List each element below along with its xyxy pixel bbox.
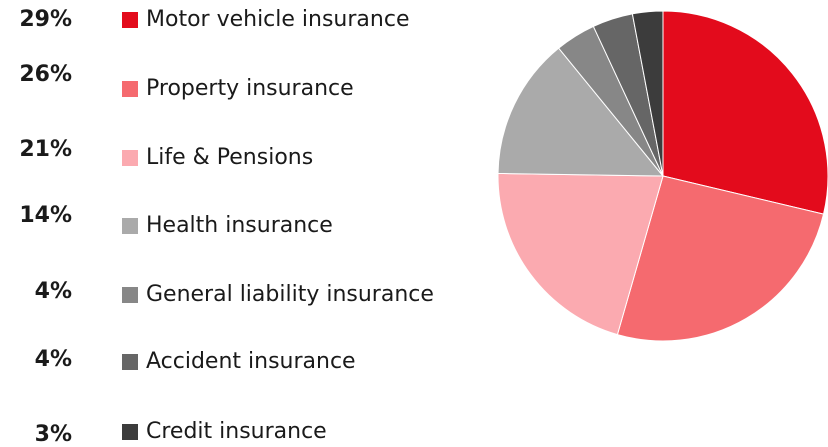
value-label: 4% bbox=[35, 279, 72, 304]
value-label: 26% bbox=[19, 62, 72, 87]
legend-swatch bbox=[122, 218, 138, 234]
legend-swatch bbox=[122, 12, 138, 28]
value-label: 14% bbox=[19, 203, 72, 228]
legend-label: Accident insurance bbox=[146, 349, 356, 374]
legend-label: Motor vehicle insurance bbox=[146, 7, 409, 32]
legend-label: Property insurance bbox=[146, 76, 354, 101]
value-label: 21% bbox=[19, 137, 72, 162]
legend-label: Credit insurance bbox=[146, 419, 327, 444]
pie-slice bbox=[497, 47, 665, 177]
legend-swatch bbox=[122, 81, 138, 97]
pie-slice bbox=[616, 175, 825, 342]
legend-label: General liability insurance bbox=[146, 282, 434, 307]
legend-swatch bbox=[122, 287, 138, 303]
legend-swatch bbox=[122, 150, 138, 166]
pie-slice bbox=[497, 172, 664, 336]
value-label: 4% bbox=[35, 347, 72, 372]
pie-slice bbox=[631, 10, 664, 177]
value-label: 3% bbox=[35, 422, 72, 447]
legend-label: Life & Pensions bbox=[146, 145, 313, 170]
legend-swatch bbox=[122, 424, 138, 440]
legend-swatch bbox=[122, 354, 138, 370]
value-label: 29% bbox=[19, 7, 72, 32]
legend-label: Health insurance bbox=[146, 213, 333, 238]
